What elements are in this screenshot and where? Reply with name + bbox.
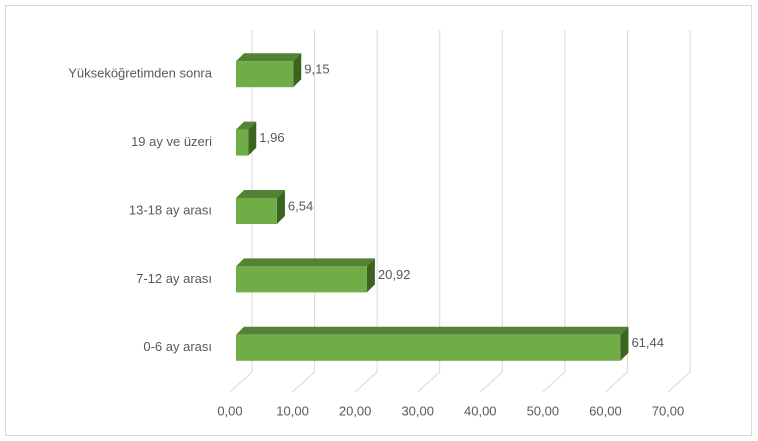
floor-line (417, 371, 441, 393)
bar-side (366, 258, 375, 293)
x-tick-label: 30,00 (401, 403, 434, 418)
floor-line (479, 371, 503, 393)
x-tick-label: 70,00 (652, 403, 685, 418)
y-tick-label: 13-18 ay arası (129, 202, 212, 217)
bar-top (236, 53, 302, 62)
bar-top (236, 190, 285, 198)
floor-line (542, 371, 566, 393)
x-tick-label: 10,00 (276, 403, 309, 418)
x-tick-label: 20,00 (339, 403, 372, 418)
bar (236, 61, 294, 88)
bar (236, 129, 249, 156)
floor-line (292, 371, 315, 393)
x-tick-label: 40,00 (464, 403, 497, 418)
bar-top (236, 258, 375, 267)
y-tick-label: Yükseköğretimden sonra (68, 66, 213, 81)
y-tick-label: 19 ay ve üzeri (131, 134, 212, 149)
floor-line (354, 371, 378, 393)
x-tick-label: 0,00 (217, 403, 242, 418)
x-tick-label: 60,00 (589, 403, 622, 418)
y-tick-label: 7-12 ay arası (136, 271, 212, 286)
bar-side (293, 53, 302, 88)
bar (236, 198, 277, 224)
data-label: 20,92 (378, 267, 411, 282)
data-label: 6,54 (288, 198, 313, 213)
floor-line (605, 371, 628, 393)
data-label: 1,96 (259, 130, 284, 145)
floor-line (229, 371, 253, 393)
bar-side (248, 121, 257, 156)
bar-side (620, 326, 629, 361)
floor-line (667, 371, 691, 393)
bar-top (236, 121, 257, 130)
bar (236, 334, 621, 361)
bar (236, 266, 367, 293)
bar-side (276, 190, 285, 224)
data-label: 61,44 (631, 335, 664, 350)
bar-top (236, 326, 629, 335)
data-label: 9,15 (304, 62, 329, 77)
y-tick-label: 0-6 ay arası (143, 339, 212, 354)
x-tick-label: 50,00 (527, 403, 560, 418)
